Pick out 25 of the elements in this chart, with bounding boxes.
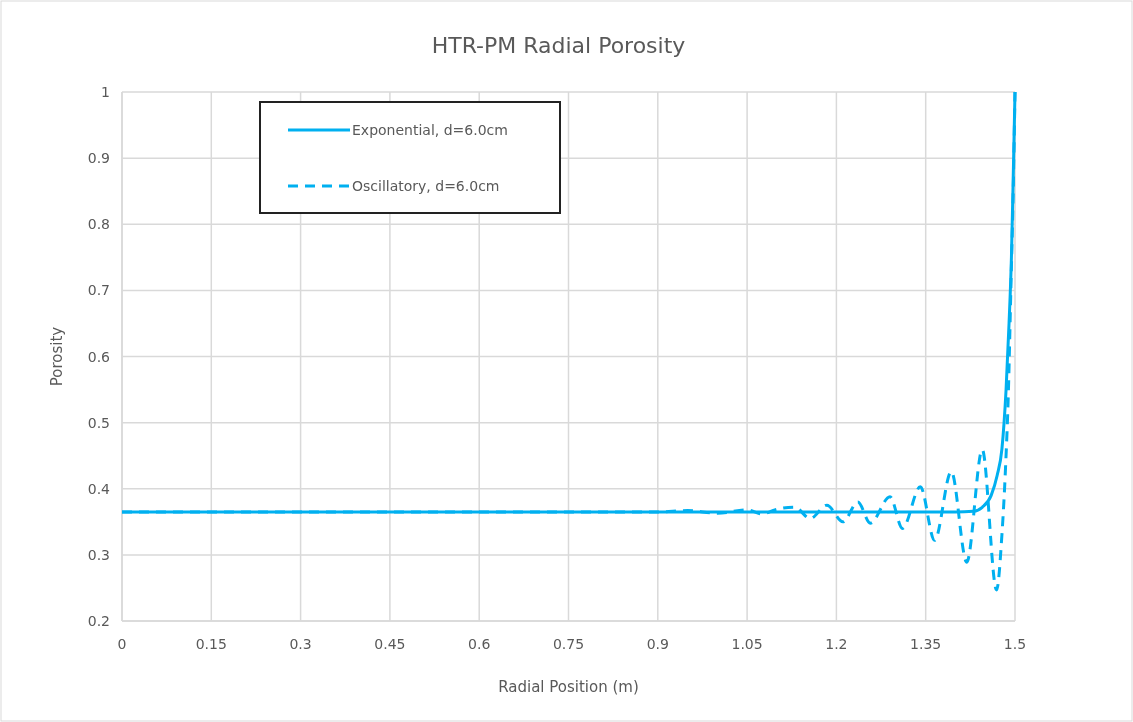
x-tick-label: 0.3	[289, 636, 312, 652]
y-tick-label: 0.8	[87, 216, 110, 233]
x-tick-label: 0.15	[195, 636, 227, 652]
legend-label: Oscillatory, d=6.0cm	[352, 178, 500, 194]
y-tick-label: 0.2	[87, 613, 110, 629]
y-tick-label: 0.7	[87, 282, 110, 299]
y-tick-label: 0.9	[87, 150, 110, 167]
y-tick-label: 0.6	[87, 348, 111, 365]
x-tick-label: 0.9	[646, 636, 669, 652]
x-tick-label: 1.35	[910, 636, 942, 652]
x-tick-label: 0.6	[468, 636, 491, 652]
x-tick-label: 0.45	[374, 636, 406, 652]
x-tick-label: 1.5	[1003, 636, 1027, 652]
y-tick-label: 0.5	[87, 414, 110, 431]
x-tick-label: 1.05	[731, 636, 763, 652]
y-tick-label: 0.3	[87, 546, 110, 563]
y-tick-label: 1	[101, 84, 110, 100]
chart-title: HTR-PM Radial Porosity	[431, 33, 686, 58]
legend-label: Exponential, d=6.0cm	[352, 122, 508, 138]
x-tick-label: 1.2	[825, 636, 848, 652]
x-axis-title: Radial Position (m)	[498, 678, 639, 696]
y-axis-title: Porosity	[48, 326, 66, 387]
y-tick-label: 0.4	[87, 480, 111, 497]
x-tick-label: 0.75	[552, 636, 585, 652]
x-tick-label: 0	[117, 636, 127, 652]
